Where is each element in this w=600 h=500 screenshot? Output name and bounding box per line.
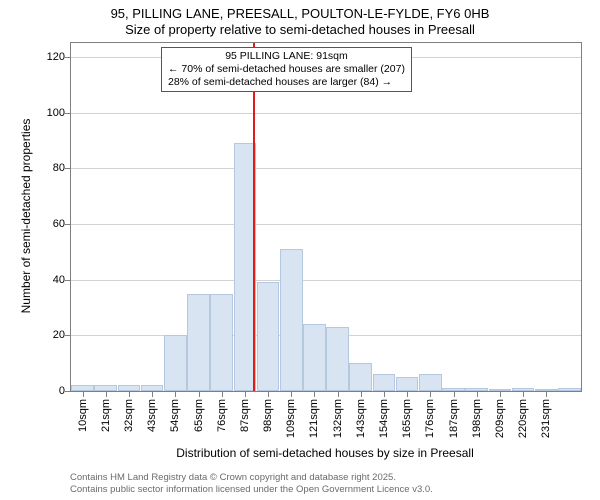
chart-title: 95, PILLING LANE, PREESALL, POULTON-LE-F… [0,0,600,39]
ytick-mark [65,113,71,114]
xtick-mark [546,391,547,397]
xtick-mark [245,391,246,397]
xtick-label: 132sqm [332,399,344,438]
attribution-footer: Contains HM Land Registry data © Crown c… [70,472,433,496]
title-line1: 95, PILLING LANE, PREESALL, POULTON-LE-F… [0,6,600,22]
xtick-label: 231sqm [540,399,552,438]
xtick-label: 21sqm [100,399,112,432]
xtick-mark [384,391,385,397]
xtick-label: 109sqm [285,399,297,438]
xtick-label: 187sqm [448,399,460,438]
xtick-label: 98sqm [262,399,274,432]
gridline [71,391,581,392]
xtick-mark [83,391,84,397]
ytick-label: 0 [59,385,65,397]
histogram-bar [349,363,372,391]
histogram-bar [257,282,280,391]
ytick-label: 100 [47,107,65,119]
xtick-mark [314,391,315,397]
histogram-bar [419,374,442,391]
xtick-label: 165sqm [401,399,413,438]
xtick-label: 176sqm [424,399,436,438]
annotation-box: 95 PILLING LANE: 91sqm← 70% of semi-deta… [161,47,412,92]
histogram-bar [164,335,187,391]
ytick-mark [65,224,71,225]
histogram-bar [280,249,303,391]
annotation-line: 28% of semi-detached houses are larger (… [168,76,405,89]
xtick-label: 87sqm [239,399,251,432]
annotation-line: ← 70% of semi-detached houses are smalle… [168,63,405,76]
histogram-bar [326,327,349,391]
xtick-label: 121sqm [308,399,320,438]
xtick-label: 54sqm [169,399,181,432]
xtick-mark [523,391,524,397]
xtick-mark [152,391,153,397]
histogram-bar [558,388,581,391]
histogram-bar [187,294,210,391]
gridline [71,168,581,169]
histogram-bar [373,374,396,391]
xtick-mark [106,391,107,397]
xtick-mark [361,391,362,397]
xtick-mark [454,391,455,397]
annotation-line: 95 PILLING LANE: 91sqm [168,50,405,63]
ytick-mark [65,57,71,58]
xtick-label: 32sqm [123,399,135,432]
xtick-mark [338,391,339,397]
x-axis-label: Distribution of semi-detached houses by … [70,446,580,460]
xtick-mark [222,391,223,397]
ytick-mark [65,335,71,336]
plot-area: 02040608010012010sqm21sqm32sqm43sqm54sqm… [70,42,582,392]
xtick-mark [129,391,130,397]
ytick-label: 40 [53,274,65,286]
y-axis-label: Number of semi-detached properties [19,42,33,390]
title-line2: Size of property relative to semi-detach… [0,22,600,38]
ytick-label: 80 [53,162,65,174]
chart-container: 95, PILLING LANE, PREESALL, POULTON-LE-F… [0,0,600,500]
histogram-bar [210,294,233,391]
xtick-mark [430,391,431,397]
histogram-bar [303,324,326,391]
footer-line1: Contains HM Land Registry data © Crown c… [70,472,433,484]
footer-line2: Contains public sector information licen… [70,484,433,496]
xtick-mark [268,391,269,397]
xtick-mark [407,391,408,397]
xtick-mark [291,391,292,397]
xtick-mark [500,391,501,397]
ytick-label: 20 [53,329,65,341]
xtick-mark [175,391,176,397]
ytick-mark [65,391,71,392]
xtick-label: 76sqm [216,399,228,432]
xtick-label: 143sqm [355,399,367,438]
xtick-mark [477,391,478,397]
gridline [71,113,581,114]
gridline [71,224,581,225]
xtick-label: 154sqm [378,399,390,438]
ytick-label: 60 [53,218,65,230]
xtick-label: 10sqm [77,399,89,432]
gridline [71,280,581,281]
ytick-mark [65,280,71,281]
ytick-mark [65,168,71,169]
ytick-label: 120 [47,51,65,63]
histogram-bar [396,377,419,391]
xtick-label: 198sqm [471,399,483,438]
xtick-label: 43sqm [146,399,158,432]
reference-line [253,43,255,391]
xtick-label: 220sqm [517,399,529,438]
xtick-mark [199,391,200,397]
xtick-label: 65sqm [193,399,205,432]
xtick-label: 209sqm [494,399,506,438]
